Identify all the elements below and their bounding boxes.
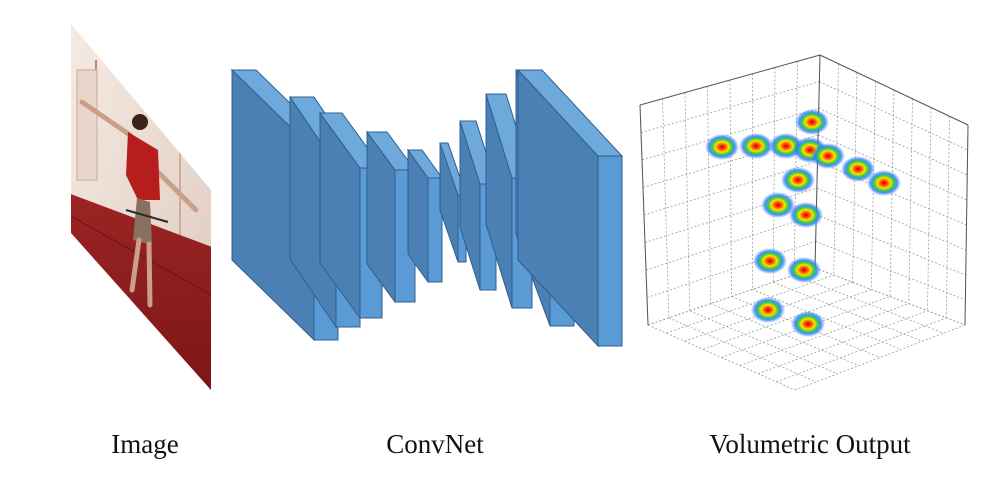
grid-line	[739, 303, 909, 367]
joint-heatmap	[789, 202, 823, 228]
grid-line	[640, 81, 820, 133]
joint-heatmap	[739, 133, 773, 159]
grid-edge	[964, 124, 969, 326]
person-silhouette	[79, 99, 199, 308]
grid-line	[710, 303, 859, 366]
joint-heatmap	[867, 170, 901, 196]
grid-line	[816, 187, 967, 251]
input-image	[71, 24, 211, 390]
joint-heatmap	[811, 143, 845, 169]
caption-image: Image	[111, 429, 179, 459]
joint-heatmaps	[705, 109, 901, 337]
grid-line	[668, 317, 817, 383]
grid-line	[927, 107, 932, 311]
grid-line	[647, 267, 816, 326]
joint-heatmap	[705, 134, 739, 160]
grid-line	[889, 89, 895, 297]
grid-line	[818, 107, 968, 176]
joint-heatmap	[787, 257, 821, 283]
layer-front-face	[427, 177, 443, 283]
grid-line	[641, 107, 819, 161]
caption-volumetric-output: Volumetric Output	[709, 429, 911, 459]
grid-line	[945, 116, 950, 318]
grid-edge	[639, 54, 821, 106]
grid-line	[646, 240, 816, 298]
convnet-layer	[485, 93, 533, 309]
grid-line	[752, 289, 902, 350]
joint-heatmap	[781, 167, 815, 193]
grid-line	[729, 79, 732, 297]
joint-heatmap	[761, 192, 795, 218]
grid-line	[814, 267, 966, 326]
convnet-layer	[366, 130, 416, 304]
layer-front-face	[597, 155, 623, 347]
grid-line	[815, 241, 966, 301]
grid-line	[793, 274, 944, 334]
joint-heatmap	[791, 311, 825, 337]
grid-line	[816, 214, 966, 276]
convnet-layer	[407, 148, 443, 284]
grid-line	[645, 214, 817, 271]
grid-line	[662, 98, 670, 318]
convnet-layer	[516, 68, 624, 348]
joint-heatmap	[753, 248, 787, 274]
joint-heatmap	[841, 156, 875, 182]
convnet-layer-stack	[230, 68, 624, 348]
joint-heatmap	[795, 109, 829, 135]
volumetric-output	[639, 54, 969, 391]
grid-edge	[639, 104, 649, 326]
joint-heatmap	[751, 297, 785, 323]
grid-edge	[819, 54, 969, 126]
caption-convnet: ConvNet	[386, 429, 484, 459]
grid-line	[773, 281, 923, 342]
